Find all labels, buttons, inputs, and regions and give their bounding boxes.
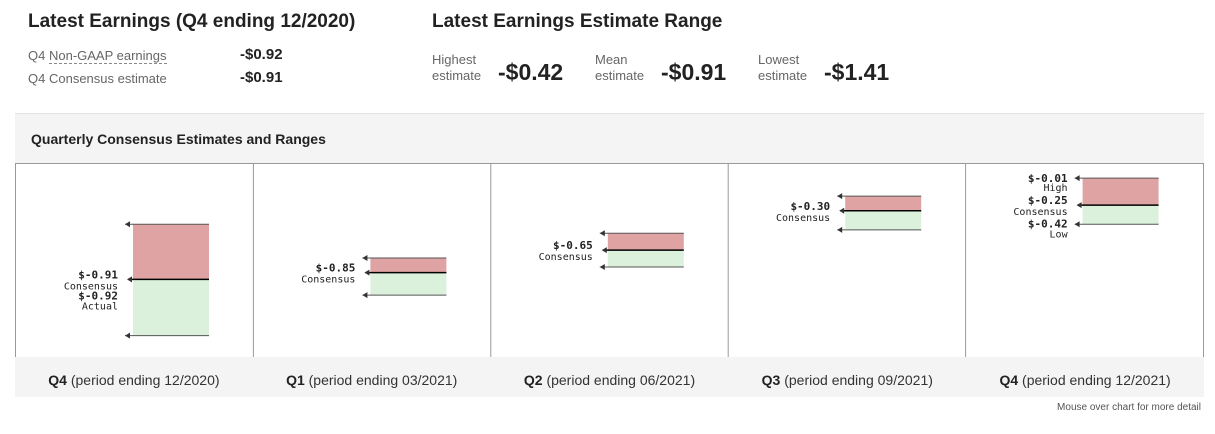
low-range-bar [607,250,684,267]
consensus-label: $-0.85 [316,262,356,275]
highest-estimate: Highest estimate -$0.42 [432,52,564,85]
consensus-word: Consensus [301,275,355,286]
high-label: $-0.01 [1028,172,1068,185]
low-word: Low [1050,229,1069,240]
chart-section: Quarterly Consensus Estimates and Ranges… [15,113,1204,358]
quarter-label: Q4 (period ending 12/2021) [999,372,1171,388]
high-range-bar [607,233,684,251]
consensus-word: Consensus [776,213,830,224]
quarter-label: Q2 (period ending 06/2021) [523,372,696,388]
mean-estimate: Mean estimate -$0.91 [595,52,727,85]
consensus-prefix: Q4 [28,71,49,86]
consensus-arrow-icon [364,269,370,276]
highest-estimate-label: Highest estimate [432,52,482,83]
high-tick-icon [362,255,368,261]
consensus-label: $-0.65 [553,239,593,252]
lowest-estimate-label: Lowest estimate [758,52,808,83]
chart-title: Quarterly Consensus Estimates and Ranges [31,131,326,147]
consensus-word: Consensus [1013,207,1067,218]
low-range-bar [1082,205,1159,225]
high-tick-icon [837,193,843,200]
estimate-range-title: Latest Earnings Estimate Range [432,11,723,32]
mean-estimate-value: -$0.91 [661,59,727,85]
consensus-chart[interactable]: $-0.91Consensus$-0.92Actual$-0.85Consens… [16,164,1203,357]
latest-earnings-title: Latest Earnings (Q4 ending 12/2020) [28,11,356,32]
consensus-row: Q4 Consensus estimate -$0.91 [28,69,283,86]
consensus-arrow-icon [839,207,845,214]
lowest-estimate: Lowest estimate -$1.41 [758,52,890,85]
high-range-bar [133,224,209,280]
consensus-label: $-0.91 [78,268,118,281]
high-range-bar [370,258,447,273]
low-tick-icon [599,264,605,270]
high-range-bar [845,196,922,211]
consensus-arrow-icon [1076,202,1082,209]
quarter-label: Q4 (period ending 12/2020) [48,372,220,388]
consensus-value: -$0.91 [240,69,283,86]
low-tick-icon [362,292,368,299]
low-range-bar [133,279,209,336]
quarter-label: Q1 (period ending 03/2021) [286,372,458,388]
actual-label: $-0.92 [78,289,118,302]
consensus-arrow-icon [601,247,607,254]
non-gaap-prefix: Q4 [28,48,49,63]
quarter-labels: Q4 (period ending 12/2020) Q1 (period en… [15,357,1204,397]
low-range-bar [845,210,922,230]
high-tick-icon [599,230,605,237]
low-tick-icon [1074,221,1080,228]
high-tick-icon [125,221,130,228]
non-gaap-row: Q4 Non-GAAP earnings -$0.92 [28,46,283,64]
high-range-bar [1082,178,1159,206]
low-range-bar [370,272,447,296]
consensus-word: Consensus [64,281,118,292]
high-word: High [1044,183,1068,194]
chart-hint: Mouse over chart for more detail [1057,402,1201,413]
consensus-label: Consensus estimate [48,71,167,86]
highest-estimate-value: -$0.42 [498,59,564,85]
lowest-estimate-value: -$1.41 [824,59,890,85]
mean-estimate-label: Mean estimate [595,52,645,83]
low-tick-icon [837,226,843,233]
low-tick-icon [125,332,130,339]
consensus-word: Consensus [539,252,593,263]
consensus-arrow-icon [127,276,132,283]
actual-word: Actual [82,301,118,312]
consensus-label: $-0.30 [790,200,830,213]
chart-area[interactable]: $-0.91 Consensus $-0.92 Actual $-0.85 Consens… [15,163,1204,358]
consensus-label: $-0.25 [1028,194,1068,207]
non-gaap-link[interactable]: Non-GAAP earnings [48,48,167,64]
high-tick-icon [1074,175,1080,182]
low-label: $-0.42 [1028,217,1068,230]
quarter-label: Q3 (period ending 09/2021) [761,372,933,388]
non-gaap-value: -$0.92 [240,46,283,63]
